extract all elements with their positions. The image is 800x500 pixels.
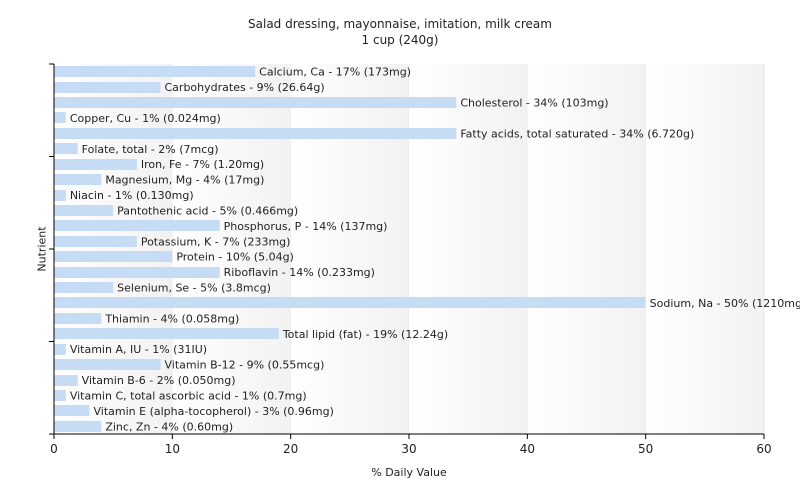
grid-band (527, 64, 646, 434)
bar-23 (54, 405, 90, 416)
x-tick-label: 0 (50, 442, 58, 456)
bar-label-7: Iron, Fe - 7% (1.20mg) (141, 158, 264, 171)
bar-label-18: Total lipid (fat) - 19% (12.24g) (282, 328, 448, 341)
grid-band (172, 64, 291, 434)
bar-label-17: Thiamin - 4% (0.058mg) (104, 312, 239, 325)
grid-band (645, 64, 764, 434)
bar-20 (54, 359, 161, 370)
y-axis-label: Nutrient (35, 226, 49, 272)
bar-label-24: Zinc, Zn - 4% (0.60mg) (105, 420, 233, 433)
bar-19 (54, 344, 66, 355)
bar-4 (54, 112, 66, 123)
bar-14 (54, 267, 220, 278)
grid-band (409, 64, 528, 434)
grid-band (290, 64, 409, 434)
bar-11 (54, 220, 220, 231)
bar-label-4: Copper, Cu - 1% (0.024mg) (70, 112, 221, 125)
bar-label-11: Phosphorus, P - 14% (137mg) (224, 220, 388, 233)
bar-label-8: Magnesium, Mg - 4% (17mg) (105, 174, 264, 187)
bar-17 (54, 313, 102, 324)
grid-band (54, 64, 173, 434)
bar-5 (54, 128, 457, 139)
bar-22 (54, 390, 66, 401)
x-tick-label: 50 (638, 442, 653, 456)
bar-9 (54, 190, 66, 201)
bar-label-22: Vitamin C, total ascorbic acid - 1% (0.7… (70, 389, 307, 402)
bar-18 (54, 328, 279, 339)
bar-label-20: Vitamin B-12 - 9% (0.55mcg) (165, 359, 325, 372)
bar-10 (54, 205, 114, 216)
bar-7 (54, 159, 137, 170)
bar-label-1: Calcium, Ca - 17% (173mg) (259, 66, 411, 79)
x-tick-label: 60 (756, 442, 771, 456)
bar-label-5: Fatty acids, total saturated - 34% (6.72… (460, 127, 694, 140)
bar-label-10: Pantothenic acid - 5% (0.466mg) (117, 204, 298, 217)
chart-title-text: Salad dressing, mayonnaise, imitation, m… (248, 17, 552, 31)
bar-label-3: Cholesterol - 34% (103mg) (460, 97, 608, 110)
chart-subtitle-text: 1 cup (240g) (361, 33, 439, 47)
x-tick-label: 30 (401, 442, 416, 456)
bar-24 (54, 421, 102, 432)
bar-16 (54, 297, 646, 308)
bar-label-21: Vitamin B-6 - 2% (0.050mg) (82, 374, 236, 387)
bar-label-15: Selenium, Se - 5% (3.8mcg) (117, 282, 271, 295)
bar-2 (54, 82, 161, 93)
bar-1 (54, 66, 256, 77)
bar-13 (54, 251, 173, 262)
x-tick-label: 40 (520, 442, 535, 456)
bar-label-16: Sodium, Na - 50% (1210mg) (650, 297, 800, 310)
bar-label-23: Vitamin E (alpha-tocopherol) - 3% (0.96m… (94, 405, 334, 418)
bar-label-13: Protein - 10% (5.04g) (176, 251, 294, 264)
bar-15 (54, 282, 114, 293)
x-tick-label: 20 (283, 442, 298, 456)
bar-3 (54, 97, 457, 108)
bar-label-9: Niacin - 1% (0.130mg) (70, 189, 194, 202)
bar-label-6: Folate, total - 2% (7mcg) (82, 143, 219, 156)
x-tick-label: 10 (165, 442, 180, 456)
bar-label-2: Carbohydrates - 9% (26.64g) (165, 81, 325, 94)
bar-6 (54, 143, 78, 154)
x-axis-label: % Daily Value (371, 466, 447, 479)
bar-label-19: Vitamin A, IU - 1% (31IU) (70, 343, 207, 356)
bar-label-14: Riboflavin - 14% (0.233mg) (224, 266, 375, 279)
bar-label-12: Potassium, K - 7% (233mg) (141, 235, 291, 248)
chart-title: Salad dressing, mayonnaise, imitation, m… (0, 16, 800, 48)
bar-8 (54, 174, 102, 185)
bar-21 (54, 375, 78, 386)
bar-12 (54, 236, 137, 247)
